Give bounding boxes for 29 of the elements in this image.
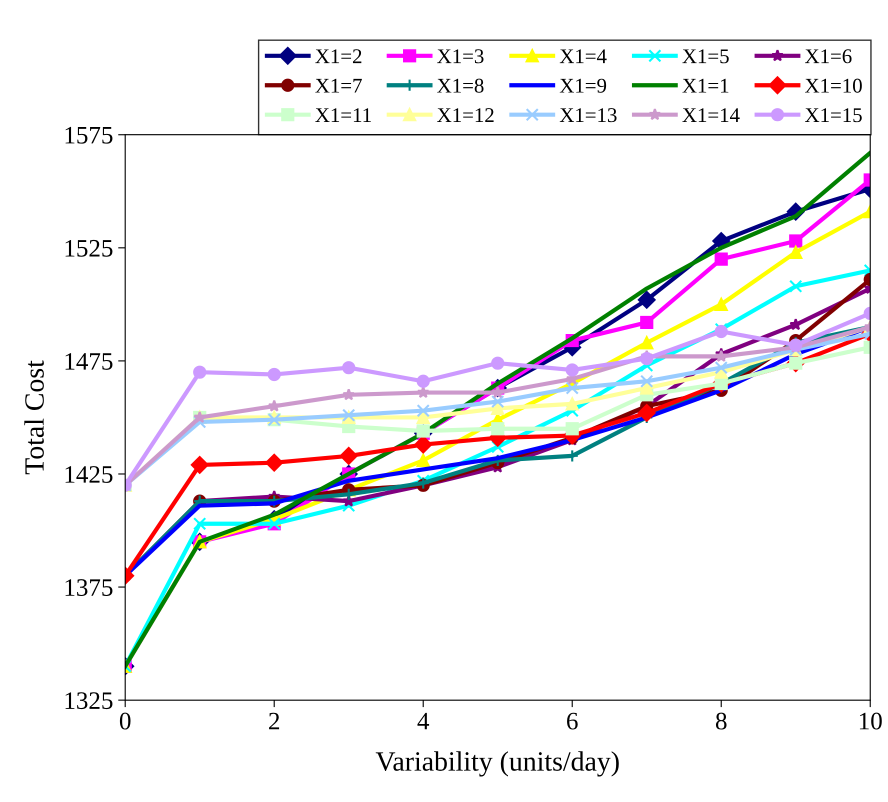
x-tick-label: 4 bbox=[417, 712, 430, 730]
y-tick-label: 1575 bbox=[66, 126, 112, 144]
legend-label: X1=8 bbox=[437, 78, 484, 93]
legend-label: X1=3 bbox=[437, 49, 484, 64]
legend-label: X1=4 bbox=[560, 49, 607, 64]
y-tick-label: 1525 bbox=[66, 240, 112, 257]
y-axis-title: Total Cost bbox=[24, 360, 44, 474]
x-axis-title: Variability (units/day) bbox=[376, 751, 619, 777]
x-tick-label: 6 bbox=[567, 712, 578, 730]
x-tick-label: 2 bbox=[269, 712, 280, 730]
legend-label: X1=2 bbox=[315, 49, 362, 64]
x-tick-label: 8 bbox=[716, 712, 727, 730]
x-tick-label: 10 bbox=[860, 712, 882, 730]
legend-label: X1=10 bbox=[805, 78, 862, 93]
y-tick-label: 1425 bbox=[66, 466, 112, 483]
legend-label: X1=6 bbox=[805, 49, 852, 64]
legend-label: X1=14 bbox=[682, 108, 740, 122]
y-tick-label: 1375 bbox=[66, 579, 112, 596]
legend-label: X1=12 bbox=[437, 108, 494, 122]
legend-label: X1=13 bbox=[560, 108, 617, 122]
legend-label: X1=1 bbox=[682, 78, 728, 93]
y-tick-label: 1325 bbox=[66, 692, 112, 710]
y-tick-label: 1475 bbox=[66, 353, 112, 370]
x-tick-label: 0 bbox=[120, 712, 131, 730]
legend-label: X1=15 bbox=[805, 108, 862, 122]
legend-label: X1=9 bbox=[560, 78, 606, 93]
legend-label: X1=7 bbox=[315, 78, 362, 93]
legend-label: X1=5 bbox=[682, 49, 729, 64]
legend-label: X1=11 bbox=[315, 108, 371, 122]
